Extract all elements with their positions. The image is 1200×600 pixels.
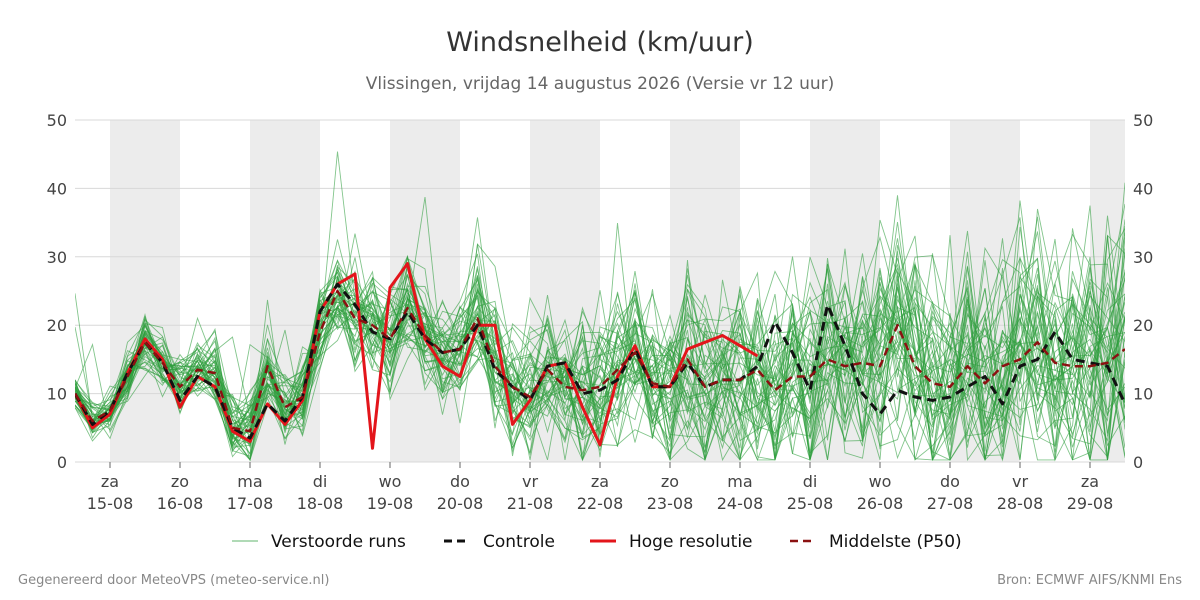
legend-label-high-res: Hoge resolutie <box>629 532 753 552</box>
x-tick-date: 25-08 <box>787 494 834 513</box>
x-tick-day: wo <box>379 472 402 491</box>
chart-title: Windsnelheid (km/uur) <box>446 27 754 58</box>
ensemble-run-line <box>75 217 1125 461</box>
x-tick-date: 24-08 <box>717 494 764 513</box>
y-tick-label-right: 50 <box>1133 111 1153 130</box>
y-tick-label-right: 20 <box>1133 316 1153 335</box>
median-line <box>75 289 1125 433</box>
y-tick-label: 10 <box>47 385 67 404</box>
plot-area <box>75 151 1125 462</box>
footer-source: Bron: ECMWF AIFS/KNMI Ens <box>997 573 1182 588</box>
y-tick-label-right: 10 <box>1133 385 1153 404</box>
control-line <box>75 282 1125 440</box>
ensemble-run-line <box>75 264 1125 462</box>
ensemble-run-line <box>75 223 1125 460</box>
footer-generated-by: Gegenereerd door MeteoVPS (meteo-service… <box>18 573 329 588</box>
day-shade-band <box>390 120 460 462</box>
x-tick-day: vr <box>522 472 538 491</box>
chart-subtitle: Vlissingen, vrijdag 14 augustus 2026 (Ve… <box>366 74 835 94</box>
legend-label-control: Controle <box>483 532 555 552</box>
ensemble-run-line <box>75 270 1125 461</box>
ensemble-run-line <box>75 257 1125 462</box>
ensemble-run-line <box>75 208 1125 458</box>
x-tick-day: ma <box>237 472 262 491</box>
x-tick-date: 19-08 <box>367 494 414 513</box>
x-tick-day: zo <box>171 472 189 491</box>
x-tick-day: za <box>591 472 609 491</box>
y-tick-label-right: 40 <box>1133 179 1153 198</box>
y-tick-label: 40 <box>47 179 67 198</box>
ensemble-run-line <box>75 239 1125 446</box>
x-tick-date: 29-08 <box>1067 494 1114 513</box>
x-tick-day: do <box>940 472 960 491</box>
x-tick-day: ma <box>727 472 752 491</box>
legend-label-median: Middelste (P50) <box>829 532 962 552</box>
ensemble-run-line <box>75 277 1125 453</box>
ensemble-run-line <box>75 255 1125 462</box>
ensemble-run-line <box>75 265 1125 462</box>
y-tick-label-right: 30 <box>1133 248 1153 267</box>
y-tick-label: 30 <box>47 248 67 267</box>
y-axis-left: 0 10 20 30 40 50 <box>47 111 67 472</box>
legend-label-ensemble: Verstoorde runs <box>271 532 406 552</box>
x-tick-date: 23-08 <box>647 494 694 513</box>
x-tick-day: zo <box>661 472 679 491</box>
x-tick-date: 18-08 <box>297 494 344 513</box>
x-tick-date: 27-08 <box>927 494 974 513</box>
y-axis-right: 0 10 20 30 40 50 <box>1133 111 1153 472</box>
x-tick-day: za <box>101 472 119 491</box>
x-tick-day: za <box>1081 472 1099 491</box>
day-shade-band <box>110 120 180 462</box>
x-tick-date: 21-08 <box>507 494 554 513</box>
y-tick-label: 50 <box>47 111 67 130</box>
x-tick-day: di <box>803 472 818 491</box>
ensemble-run-line <box>75 242 1125 447</box>
x-tick-date: 28-08 <box>997 494 1044 513</box>
x-tick-date: 22-08 <box>577 494 624 513</box>
y-tick-label-right: 0 <box>1133 453 1143 472</box>
x-tick-date: 17-08 <box>227 494 274 513</box>
x-tick-day: di <box>313 472 328 491</box>
x-tick-day: do <box>450 472 470 491</box>
y-tick-label: 0 <box>57 453 67 472</box>
x-tick-date: 20-08 <box>437 494 484 513</box>
legend: Verstoorde runs Controle Hoge resolutie … <box>232 532 962 552</box>
x-tick-day: vr <box>1012 472 1028 491</box>
x-tick-date: 26-08 <box>857 494 904 513</box>
ensemble-run-line <box>75 248 1125 461</box>
ensemble-runs <box>75 151 1125 462</box>
x-tick-day: wo <box>869 472 892 491</box>
x-tick-date: 16-08 <box>157 494 204 513</box>
x-tick-date: 15-08 <box>87 494 134 513</box>
y-tick-label: 20 <box>47 316 67 335</box>
ensemble-run-line <box>75 256 1125 460</box>
x-axis: za 15-08 zo 16-08 ma 17-08 di 18-08 wo 19-08 do 20-… <box>87 462 1114 513</box>
